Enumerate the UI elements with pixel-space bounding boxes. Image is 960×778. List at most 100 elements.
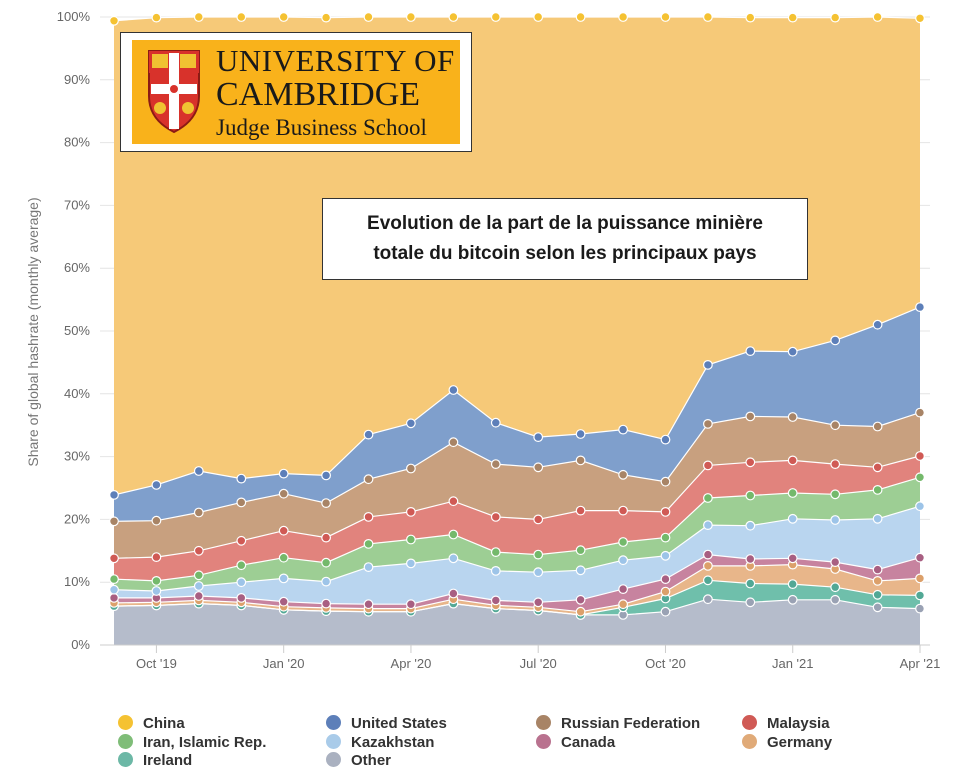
x-tick-label: Oct '20 [645,656,686,671]
line-china [113,16,921,22]
x-tick-label: Oct '19 [136,656,177,671]
x-tick-label: Jan '21 [772,656,814,671]
point-germany [618,599,628,610]
point-china [618,12,628,22]
point-iran-islamic-rep [321,557,332,568]
point-canada [533,597,544,608]
line-germany [113,563,921,613]
line-malaysia [113,455,921,559]
legend-label: Malaysia [767,715,830,732]
legend-item[interactable]: Russian Federation [536,715,700,732]
point-malaysia [915,451,925,461]
point-ireland [830,582,841,593]
point-united-states [151,480,162,490]
point-kazakhstan [745,520,756,531]
legend-swatch-icon [326,752,341,767]
point-russian-federation [321,498,332,509]
point-iran-islamic-rep [363,539,374,549]
point-canada [872,564,883,575]
point-china [363,12,374,22]
point-united-states [109,490,119,500]
point-russian-federation [660,476,671,487]
area-germany [114,564,920,615]
point-china [278,12,289,22]
legend-item[interactable]: Germany [742,734,832,751]
legend-label: Kazakhstan [351,734,435,751]
point-china [236,12,247,22]
point-russian-federation [151,515,162,526]
point-united-states [236,473,247,484]
point-malaysia [448,496,459,507]
point-other [745,597,756,608]
y-tick-label: 90% [64,72,90,87]
y-tick-label: 20% [64,511,90,526]
point-united-states [915,302,925,313]
x-axis-ticks: Oct '19 Jan '20 Apr '20 Jul '20 Oct '20 Jan '… [100,644,941,671]
legend-item[interactable]: Ireland [118,752,192,769]
legend-item[interactable]: Malaysia [742,715,830,732]
point-iran-islamic-rep [490,547,501,557]
point-iran-islamic-rep [533,549,544,560]
legend-item[interactable]: Canada [536,734,615,751]
point-russian-federation [236,497,247,508]
point-malaysia [575,505,586,516]
point-russian-federation [490,459,501,470]
point-china [915,13,925,24]
line-united-states [113,306,921,496]
point-kazakhstan [830,515,841,525]
point-malaysia [618,505,628,516]
legend-label: Canada [561,734,616,751]
y-tick-label: 60% [64,260,90,275]
point-malaysia [490,512,501,522]
point-canada [660,574,671,584]
line-ireland [113,579,921,616]
point-malaysia [533,514,544,525]
legend-label: United States [351,715,447,732]
legend-item[interactable]: Other [326,752,391,769]
area-iran-islamic-rep [114,477,920,591]
point-russian-federation [745,411,756,422]
legend-swatch-icon [536,715,551,730]
y-tick-label: 0% [71,637,90,652]
point-united-states [490,417,501,428]
point-germany [575,606,586,617]
legend-item[interactable]: Iran, Islamic Rep. [118,734,266,751]
point-iran-islamic-rep [830,489,841,500]
point-iran-islamic-rep [787,488,798,498]
point-other [872,602,883,613]
point-malaysia [193,545,204,556]
legend-item[interactable]: Kazakhstan [326,734,434,751]
legend-item[interactable]: China [118,715,185,732]
point-other [915,603,925,614]
point-china [193,12,204,22]
point-kazakhstan [872,513,883,524]
point-canada [915,552,925,563]
point-russian-federation [406,463,416,474]
point-china [830,12,841,23]
point-canada [109,593,119,603]
point-iran-islamic-rep [109,574,119,584]
logo-background: UNIVERSITY OF CAMBRIDGE Judge Business S… [132,40,460,144]
point-kazakhstan [151,586,162,596]
x-tick-label: Apr '21 [900,656,941,671]
university-shield-icon [148,50,200,134]
logo-wordmark: UNIVERSITY OF CAMBRIDGE Judge Business S… [216,44,455,143]
point-china [745,12,756,23]
point-malaysia [660,507,671,517]
point-iran-islamic-rep [703,493,713,503]
point-canada [787,553,798,564]
line-canada [114,553,921,605]
point-united-states [618,424,628,435]
legend-item[interactable]: United States [326,715,447,732]
point-united-states [830,335,841,346]
legend-swatch-icon [326,734,341,749]
point-united-states [872,319,883,330]
point-kazakhstan [703,520,713,530]
line-russian-federation [113,412,921,522]
point-malaysia [406,507,416,517]
point-united-states [278,468,289,479]
point-canada [321,598,332,609]
point-kazakhstan [278,573,289,584]
point-germany [915,573,925,584]
area-ireland [114,580,920,615]
